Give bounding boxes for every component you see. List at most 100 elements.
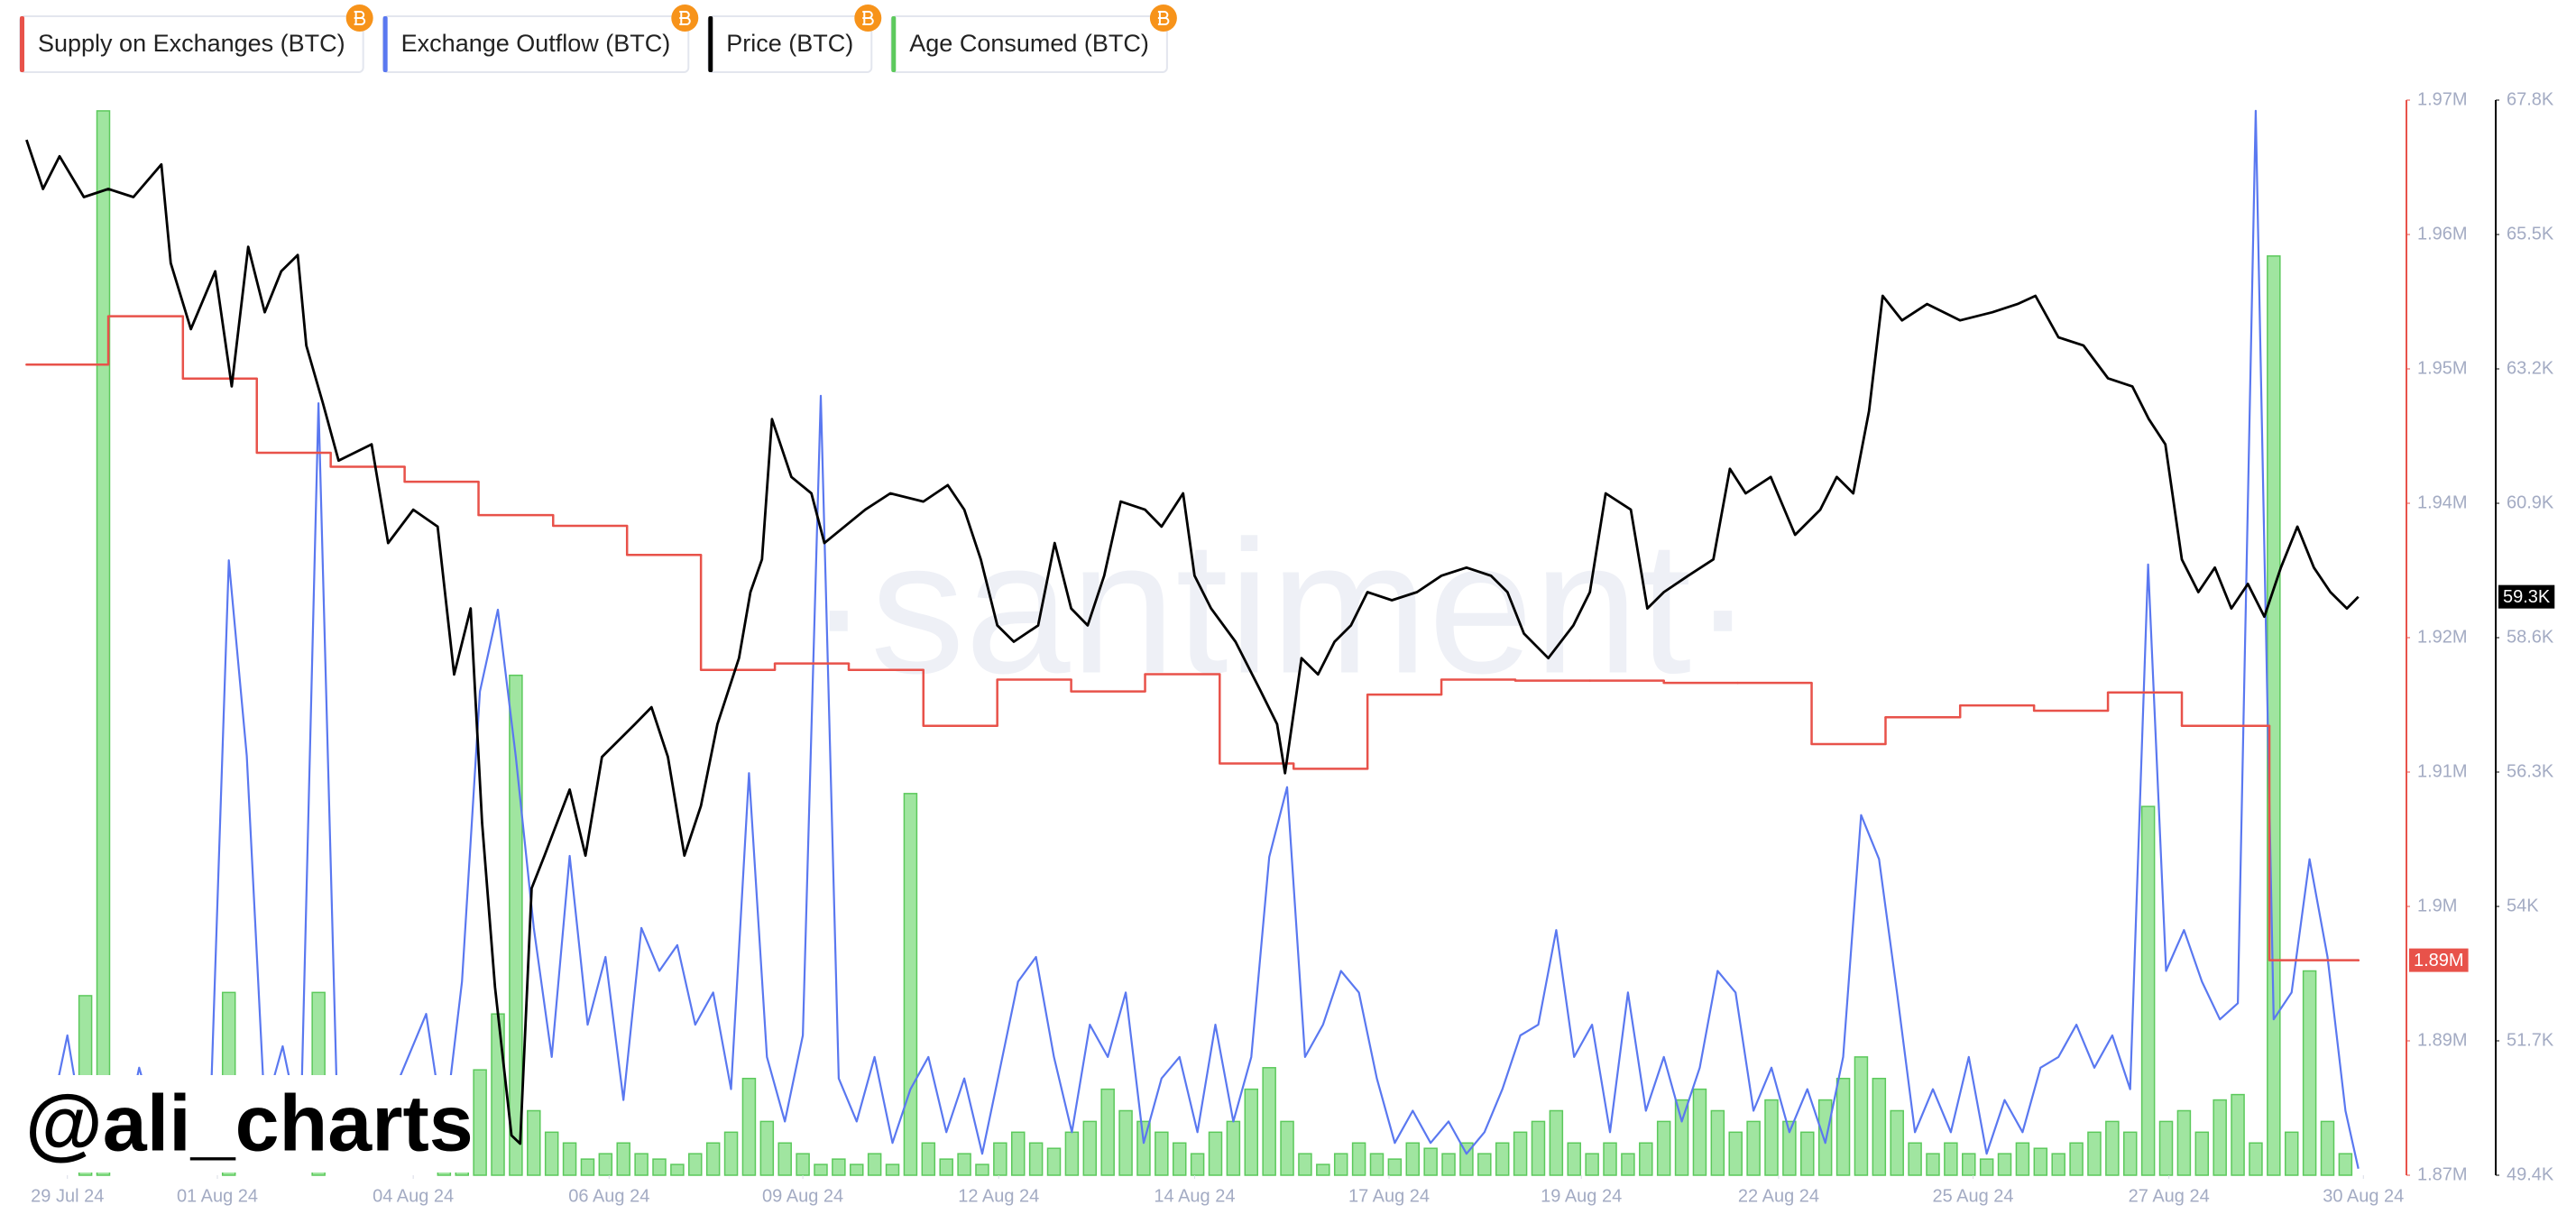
bar: [1028, 1142, 1044, 1176]
bar: [921, 1142, 936, 1176]
axes: 29 Jul 24 01 Aug 24 04 Aug 24 06 Aug 24 09 A…: [31, 89, 2555, 1206]
bar: [1979, 1158, 1994, 1176]
bar: [96, 110, 111, 1176]
x-tick-label: 25 Aug 24: [1932, 1186, 2013, 1206]
bar: [1926, 1153, 1940, 1176]
bar: [2338, 1153, 2353, 1176]
legend: Supply on Exchanges (BTC) Exchange Outflo…: [19, 5, 1177, 73]
y-tick-label: 1.92M: [2417, 627, 2468, 647]
bar: [562, 1142, 577, 1176]
bar: [1280, 1120, 1294, 1176]
bar: [2087, 1131, 2102, 1176]
bar: [1513, 1131, 1528, 1176]
bar: [2231, 1093, 2245, 1176]
y-tick-label: 1.94M: [2417, 492, 2468, 512]
line: [30, 109, 2360, 1170]
bar: [652, 1158, 667, 1176]
bar: [867, 1153, 882, 1176]
bar: [1567, 1142, 1581, 1176]
bar: [1817, 1099, 1833, 1176]
bar: [832, 1158, 846, 1176]
bar: [1405, 1142, 1421, 1176]
y-tick-label: 1.87M: [2417, 1164, 2468, 1184]
bar: [957, 1153, 971, 1176]
bar: [2015, 1142, 2030, 1176]
bar: [1782, 1120, 1797, 1176]
x-tick-label: 12 Aug 24: [958, 1186, 1039, 1206]
bar: [634, 1153, 649, 1176]
bar: [1423, 1147, 1438, 1176]
bar: [1441, 1153, 1456, 1176]
y2-tick-label: 65.5K: [2507, 224, 2554, 244]
bar: [473, 1069, 487, 1176]
x-tick-label: 17 Aug 24: [1348, 1186, 1430, 1206]
bar: [1351, 1142, 1366, 1176]
legend-swatch: [382, 16, 388, 72]
y2-tick-label: 56.3K: [2507, 761, 2554, 781]
y-tick-label: 1.91M: [2417, 761, 2468, 781]
bar: [741, 1077, 757, 1176]
bar: [670, 1163, 685, 1176]
bar: [1477, 1153, 1492, 1176]
bar: [1746, 1120, 1761, 1176]
bar: [1710, 1109, 1725, 1176]
bar: [1155, 1131, 1169, 1176]
legend-item: Price (BTC): [707, 5, 882, 73]
bar: [1316, 1163, 1330, 1176]
legend-badge-glyph: [679, 11, 691, 25]
legend-badge-glyph: [1157, 11, 1170, 25]
bar: [2194, 1131, 2210, 1176]
line: [25, 139, 2360, 1145]
legend-label: Exchange Outflow (BTC): [401, 30, 671, 57]
legend-item: Exchange Outflow (BTC): [382, 5, 699, 73]
bar: [1835, 1077, 1851, 1176]
bar: [1190, 1153, 1205, 1176]
y2-tick-label: 49.4K: [2507, 1164, 2554, 1184]
legend-swatch: [20, 16, 24, 72]
annotation-background: [20, 1075, 471, 1173]
legend-label: Price (BTC): [726, 30, 853, 57]
bar: [2140, 805, 2156, 1176]
legend-item: Age Consumed (BTC): [890, 5, 1177, 73]
y2-tick-label: 63.2K: [2507, 358, 2554, 378]
bar: [1944, 1142, 1958, 1176]
bar: [1621, 1153, 1635, 1176]
legend-label: Supply on Exchanges (BTC): [38, 30, 345, 57]
bar: [598, 1153, 613, 1176]
bar: [491, 1013, 505, 1176]
bar: [777, 1142, 792, 1176]
bar: [1244, 1088, 1259, 1176]
x-tick-label: 06 Aug 24: [568, 1186, 649, 1206]
legend-swatch: [708, 16, 713, 72]
x-tick-label: 14 Aug 24: [1154, 1186, 1235, 1206]
bar: [1692, 1088, 1707, 1176]
bar: [527, 1109, 541, 1176]
bar: [1226, 1120, 1241, 1176]
bar: [2267, 255, 2281, 1176]
plot-area: [25, 109, 2360, 1176]
bar: [723, 1131, 739, 1176]
bar: [1656, 1120, 1671, 1176]
bar: [1603, 1142, 1617, 1176]
bar: [2284, 1131, 2299, 1176]
y-tick-label: 1.97M: [2417, 89, 2468, 109]
bar: [939, 1158, 953, 1176]
y-tick-label: 1.9M: [2417, 896, 2457, 915]
bar: [2033, 1147, 2048, 1176]
bar: [814, 1163, 828, 1176]
bar: [1495, 1142, 1510, 1176]
y-tick-label: 1.96M: [2417, 224, 2468, 244]
bar: [2122, 1131, 2138, 1176]
bar: [975, 1163, 989, 1176]
bar: [2213, 1099, 2227, 1176]
value-label: 1.89M: [2414, 951, 2464, 970]
bar: [796, 1153, 810, 1176]
watermark: ·santiment·: [807, 501, 1754, 713]
bar: [759, 1120, 775, 1176]
bar: [1172, 1142, 1187, 1176]
bar: [2302, 970, 2317, 1176]
bar: [2320, 1120, 2335, 1176]
bar: [1854, 1056, 1869, 1176]
y2-tick-label: 60.9K: [2507, 492, 2554, 512]
